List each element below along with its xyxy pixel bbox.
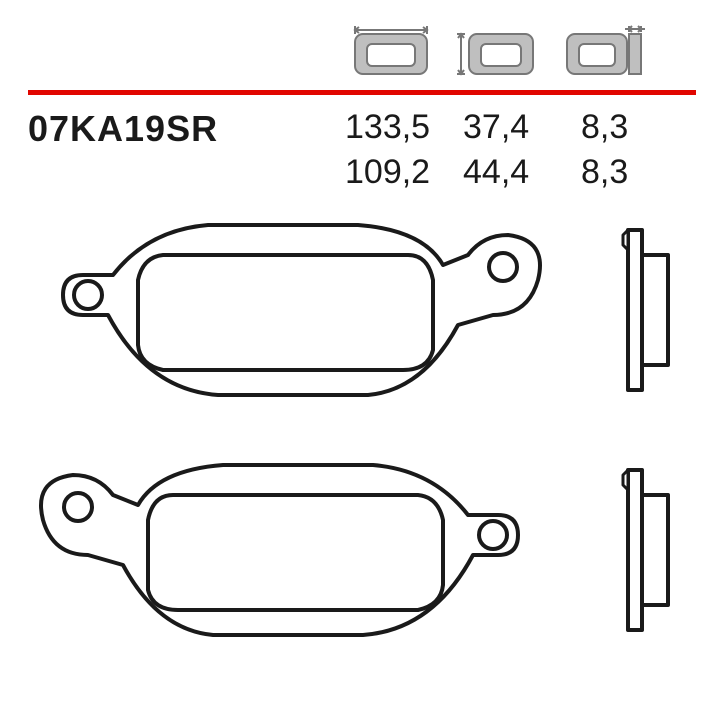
dim-thickness-icon [557,18,649,80]
dim-row1-t: 8,3 [581,108,667,147]
dim-row2-t: 8,3 [581,153,667,192]
brake-pad-top-side [623,230,668,390]
brake-pad-top-front [63,225,540,395]
dim-height-icon [451,18,543,80]
redline-separator [28,90,696,95]
product-code: 07KA19SR [28,108,218,150]
dim-row1-w: 133,5 [345,108,463,147]
technical-drawings [28,205,696,665]
brake-pad-bottom-side [623,470,668,630]
brake-pad-bottom-front [41,465,518,635]
dim-row2-w: 109,2 [345,153,463,192]
dim-row1-h: 37,4 [463,108,581,147]
dim-row2-h: 44,4 [463,153,581,192]
dimensions-table: 133,5 37,4 8,3 109,2 44,4 8,3 [345,108,667,192]
header-icons [345,18,649,80]
dim-width-icon [345,18,437,80]
